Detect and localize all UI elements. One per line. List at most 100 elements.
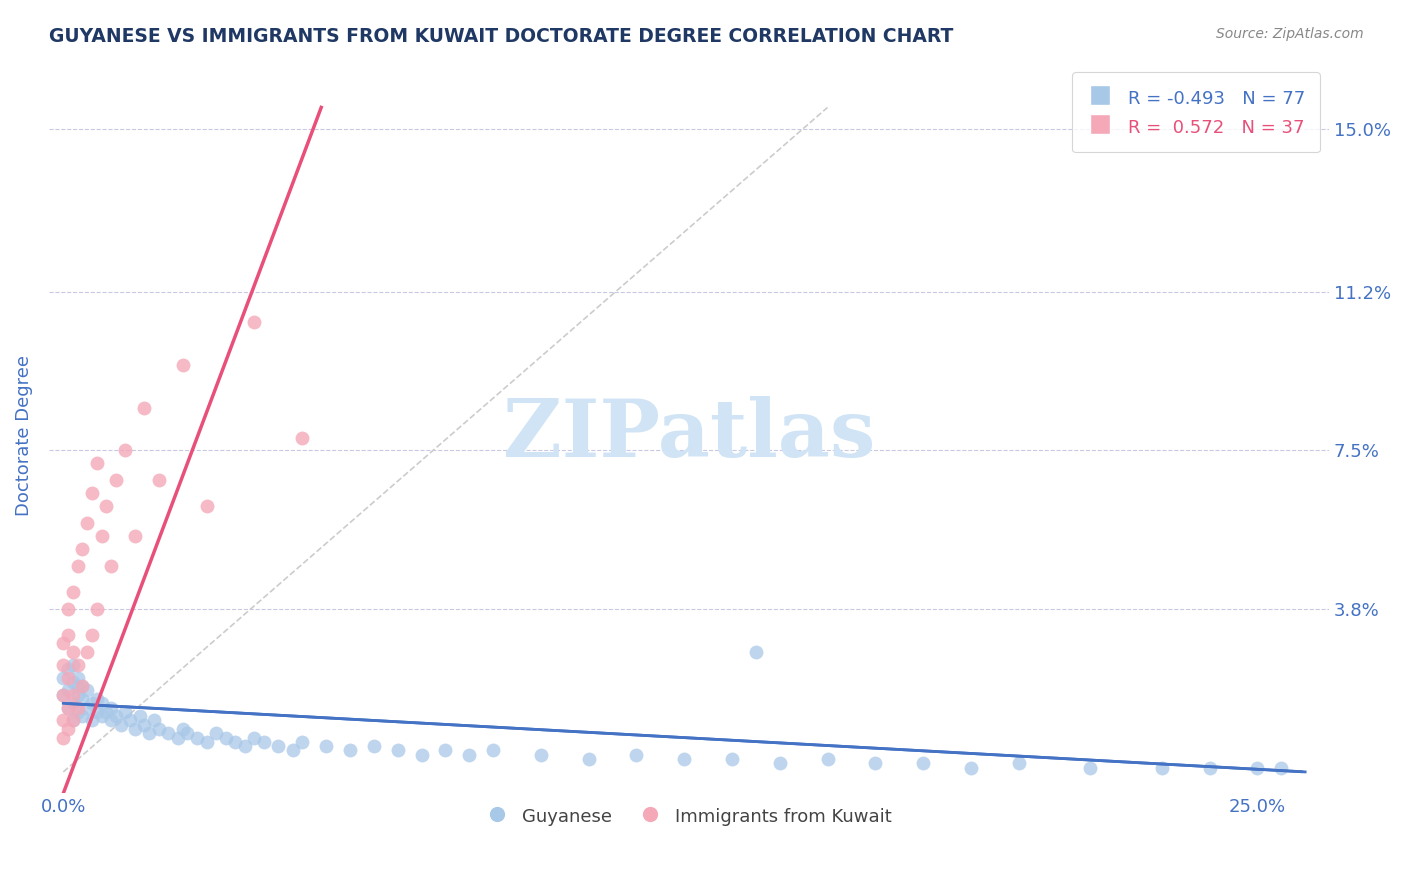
Point xyxy=(56,722,79,736)
Point xyxy=(52,714,75,728)
Point xyxy=(267,739,290,754)
Point xyxy=(66,679,89,693)
Point xyxy=(104,709,127,723)
Point xyxy=(114,705,136,719)
Point xyxy=(253,735,276,749)
Point xyxy=(911,756,934,771)
Point xyxy=(434,743,457,757)
Point xyxy=(72,541,94,556)
Point xyxy=(66,700,89,714)
Point xyxy=(86,602,108,616)
Point xyxy=(224,735,246,749)
Point xyxy=(172,722,194,736)
Point xyxy=(769,756,792,771)
Point xyxy=(120,714,142,728)
Point xyxy=(72,709,94,723)
Point xyxy=(100,559,122,574)
Point xyxy=(172,358,194,372)
Point xyxy=(62,696,84,710)
Point xyxy=(56,671,79,685)
Point xyxy=(90,529,112,543)
Point xyxy=(62,645,84,659)
Point xyxy=(104,474,127,488)
Point xyxy=(745,645,768,659)
Point xyxy=(66,657,89,672)
Point xyxy=(80,628,103,642)
Point xyxy=(66,559,89,574)
Point xyxy=(387,743,409,757)
Point xyxy=(363,739,385,754)
Point xyxy=(72,679,94,693)
Point xyxy=(62,657,84,672)
Point xyxy=(167,731,190,745)
Point xyxy=(243,731,266,745)
Point xyxy=(52,636,75,650)
Point xyxy=(66,705,89,719)
Point xyxy=(56,628,79,642)
Point xyxy=(291,735,314,749)
Point xyxy=(1150,761,1173,775)
Point xyxy=(62,674,84,689)
Point xyxy=(215,731,238,745)
Point xyxy=(52,688,75,702)
Point xyxy=(148,474,170,488)
Point xyxy=(100,714,122,728)
Text: GUYANESE VS IMMIGRANTS FROM KUWAIT DOCTORATE DEGREE CORRELATION CHART: GUYANESE VS IMMIGRANTS FROM KUWAIT DOCTO… xyxy=(49,27,953,45)
Point xyxy=(458,747,481,762)
Point xyxy=(62,688,84,702)
Point xyxy=(66,688,89,702)
Point xyxy=(315,739,337,754)
Point xyxy=(721,752,744,766)
Point xyxy=(80,696,103,710)
Point xyxy=(281,743,304,757)
Point xyxy=(56,700,79,714)
Point xyxy=(76,700,98,714)
Point xyxy=(233,739,256,754)
Point xyxy=(128,709,150,723)
Point xyxy=(76,683,98,698)
Point xyxy=(1270,761,1292,775)
Point xyxy=(80,714,103,728)
Point xyxy=(56,700,79,714)
Point xyxy=(86,692,108,706)
Point xyxy=(80,486,103,500)
Point xyxy=(66,671,89,685)
Point xyxy=(138,726,160,740)
Point xyxy=(110,718,132,732)
Point xyxy=(52,671,75,685)
Point xyxy=(1198,761,1220,775)
Point xyxy=(195,499,218,513)
Point xyxy=(1007,756,1029,771)
Text: ZIPatlas: ZIPatlas xyxy=(503,396,875,475)
Point xyxy=(626,747,648,762)
Point xyxy=(96,705,118,719)
Point xyxy=(90,696,112,710)
Point xyxy=(52,688,75,702)
Point xyxy=(100,700,122,714)
Point xyxy=(243,315,266,329)
Point xyxy=(482,743,505,757)
Point xyxy=(673,752,696,766)
Point xyxy=(96,499,118,513)
Point xyxy=(72,679,94,693)
Point xyxy=(186,731,208,745)
Point xyxy=(205,726,228,740)
Point xyxy=(52,657,75,672)
Point xyxy=(411,747,433,762)
Point xyxy=(195,735,218,749)
Text: Source: ZipAtlas.com: Source: ZipAtlas.com xyxy=(1216,27,1364,41)
Point xyxy=(90,709,112,723)
Point xyxy=(143,714,166,728)
Point xyxy=(56,662,79,676)
Point xyxy=(176,726,198,740)
Point xyxy=(134,718,156,732)
Point xyxy=(62,585,84,599)
Point xyxy=(1246,761,1268,775)
Point xyxy=(56,683,79,698)
Legend: Guyanese, Immigrants from Kuwait: Guyanese, Immigrants from Kuwait xyxy=(479,798,900,834)
Point xyxy=(817,752,839,766)
Point xyxy=(86,456,108,470)
Point xyxy=(62,714,84,728)
Point xyxy=(530,747,553,762)
Point xyxy=(114,443,136,458)
